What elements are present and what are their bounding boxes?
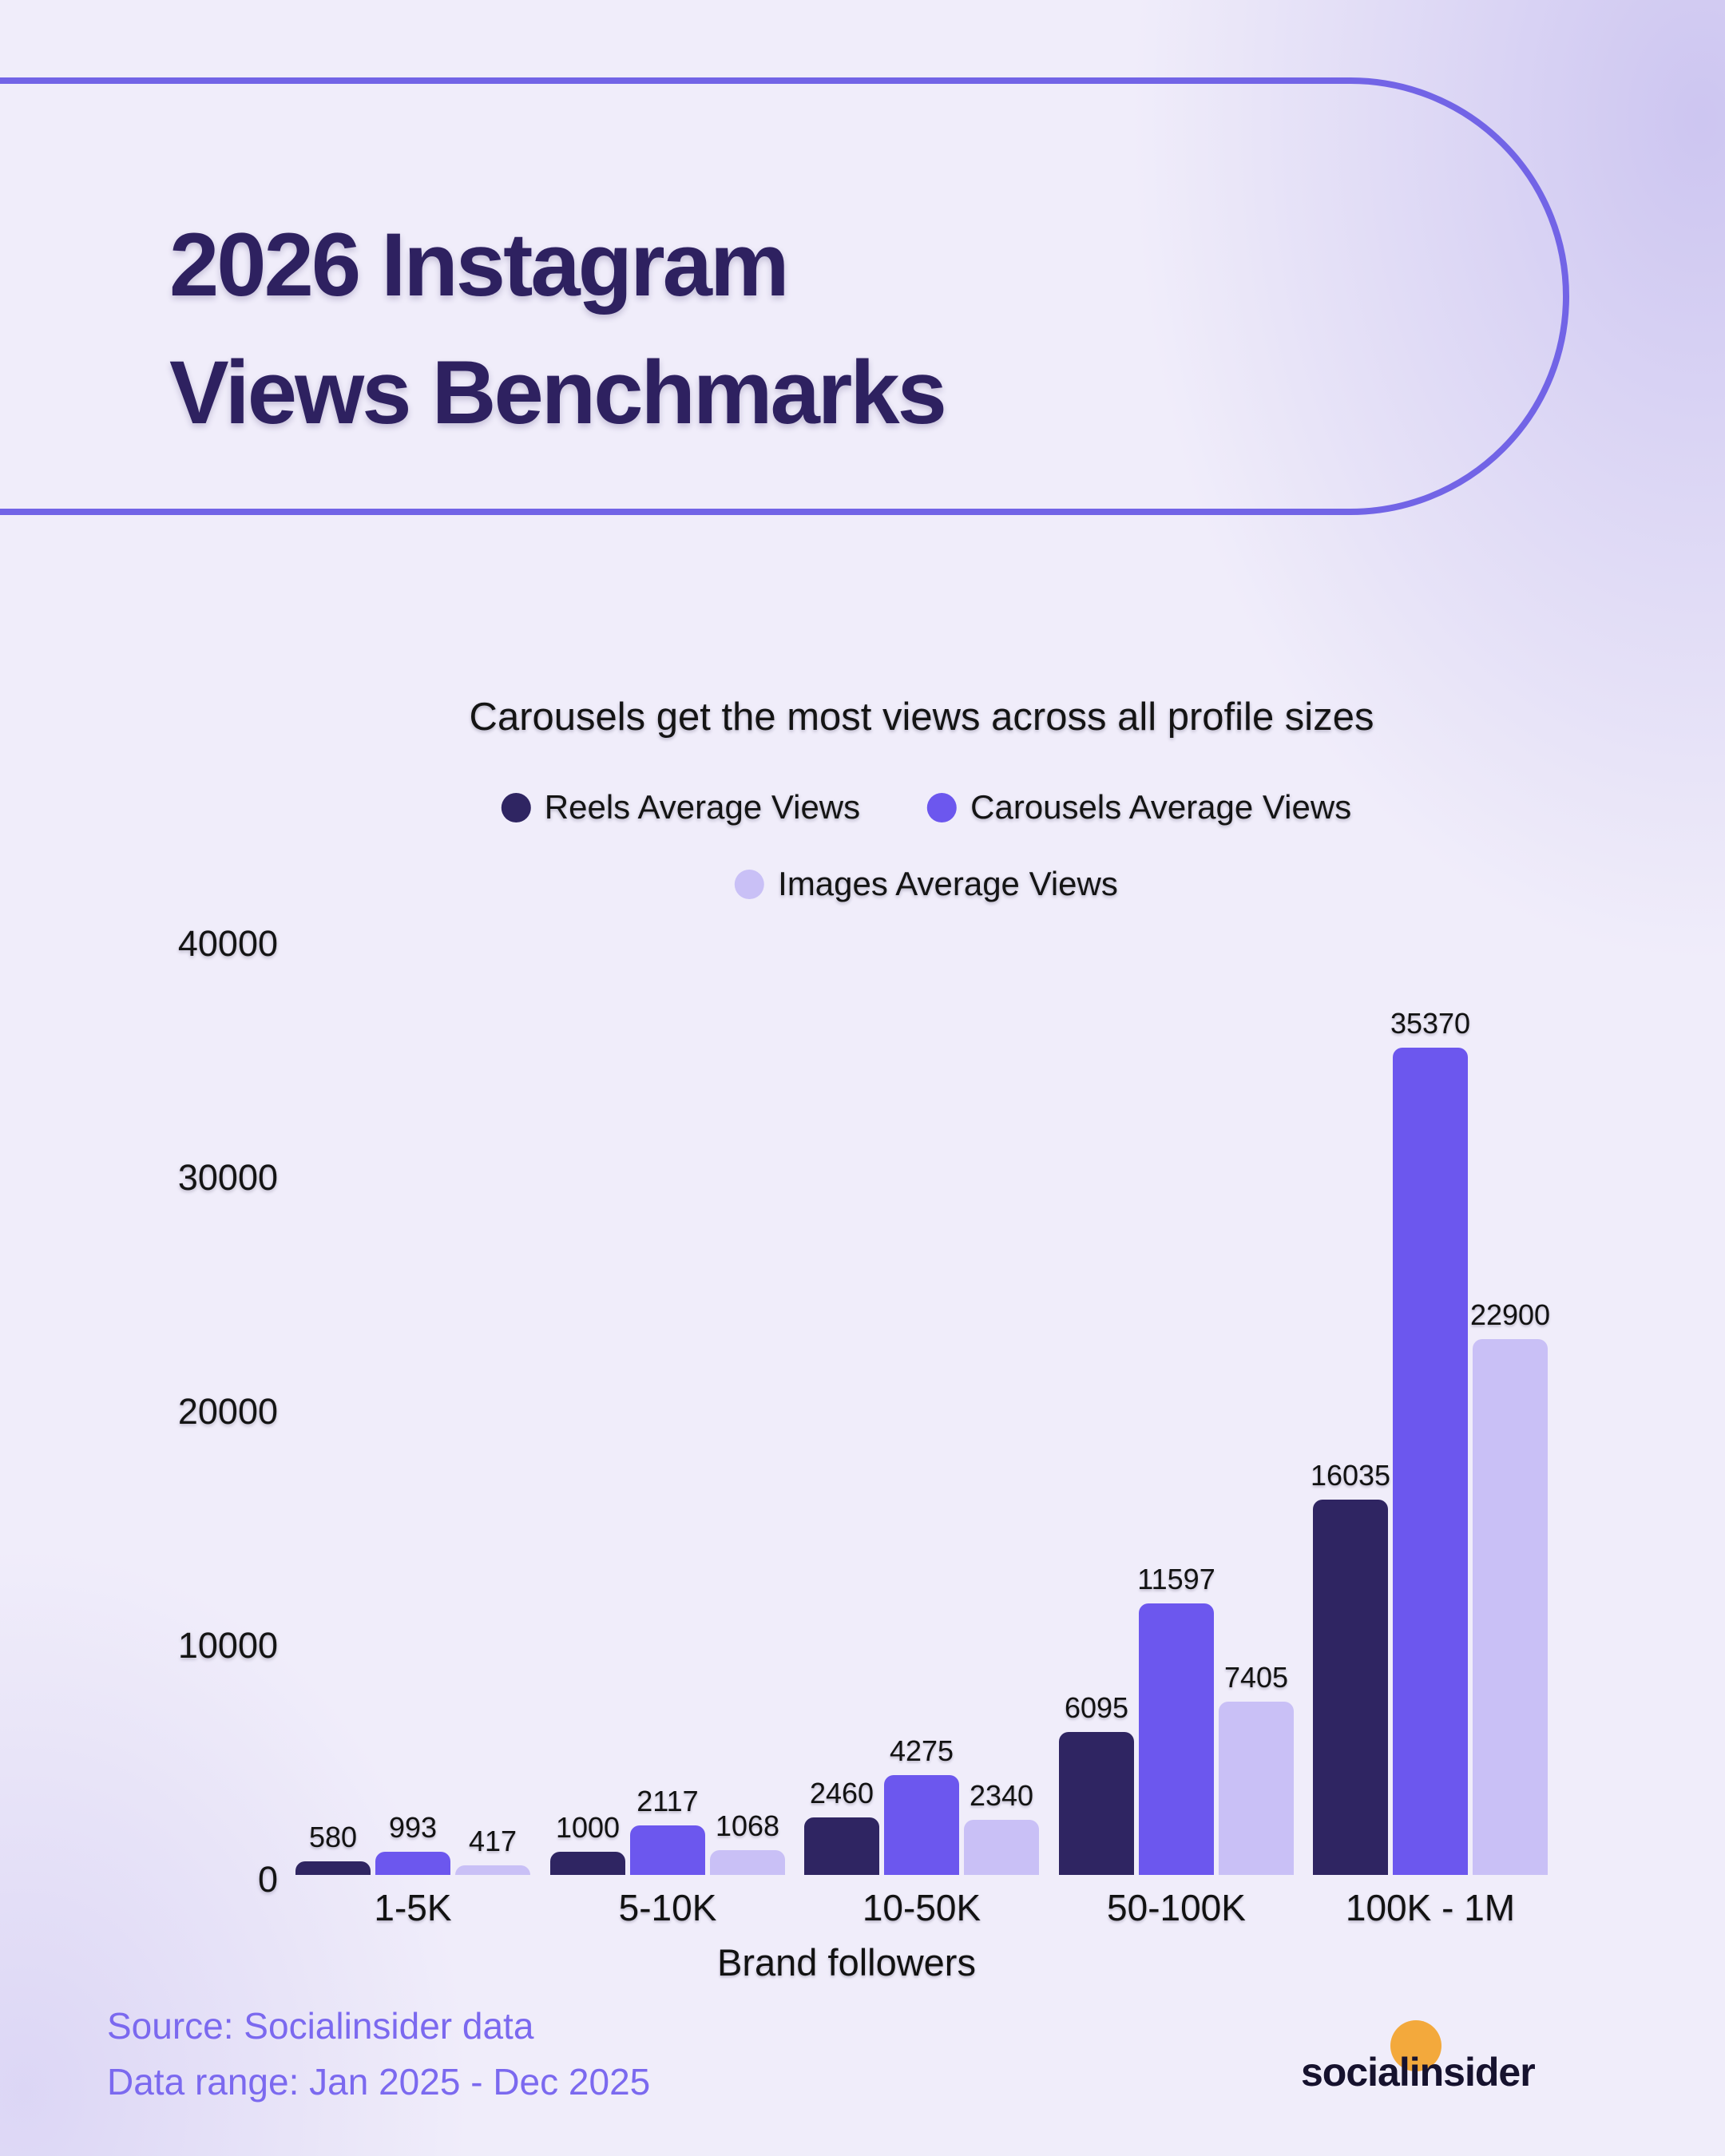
bar-value-label: 417 bbox=[468, 1825, 518, 1857]
bar-value-label: 7405 bbox=[1223, 1661, 1289, 1694]
bar-value-label: 4275 bbox=[889, 1734, 954, 1767]
bar-value-label: 22900 bbox=[1469, 1298, 1551, 1331]
legend-dot-icon bbox=[735, 869, 765, 899]
y-axis-tick-label: 30000 bbox=[177, 1157, 278, 1198]
x-axis-category-label: 10-50K bbox=[862, 1887, 981, 1928]
legend-dot-icon bbox=[927, 792, 958, 822]
bar bbox=[1219, 1702, 1294, 1875]
bar-value-label: 580 bbox=[308, 1821, 358, 1853]
page-title-line-1: 2026 Instagram bbox=[169, 215, 790, 315]
y-axis-tick-label: 0 bbox=[257, 1859, 278, 1900]
bar bbox=[884, 1775, 959, 1875]
source-line-1: Source: Socialinsider data bbox=[107, 2005, 534, 2047]
bar bbox=[1139, 1603, 1214, 1875]
legend-item: Images Average Views bbox=[735, 862, 1118, 906]
bar-value-label: 35370 bbox=[1390, 1007, 1471, 1040]
x-axis-category-label: 100K - 1M bbox=[1345, 1887, 1516, 1928]
bar-value-label: 2340 bbox=[969, 1779, 1034, 1812]
bar-value-label: 16035 bbox=[1310, 1459, 1391, 1492]
y-axis-tick-label: 40000 bbox=[177, 923, 278, 964]
header-outline bbox=[0, 77, 1569, 515]
x-axis-category-label: 50-100K bbox=[1107, 1887, 1246, 1928]
bar-value-label: 11597 bbox=[1137, 1563, 1215, 1595]
bar-value-label: 2117 bbox=[636, 1785, 699, 1817]
chart-title: Carousels get the most views across all … bbox=[469, 696, 1374, 739]
page-title-line-2: Views Benchmarks bbox=[169, 343, 947, 442]
bar bbox=[710, 1850, 785, 1875]
bar-value-label: 993 bbox=[388, 1811, 438, 1844]
bar bbox=[630, 1825, 705, 1875]
bar-value-label: 6095 bbox=[1064, 1691, 1129, 1724]
bar bbox=[1313, 1500, 1388, 1875]
logo-orange-dot-icon bbox=[1390, 2020, 1441, 2071]
x-axis-title: Brand followers bbox=[717, 1941, 976, 1984]
legend-row-1: Reels Average Views Carousels Average Vie… bbox=[501, 785, 1351, 830]
bar bbox=[295, 1861, 371, 1875]
source-note: Source: Socialinsider data Data range: J… bbox=[107, 1998, 650, 2110]
x-axis-category-label: 1-5K bbox=[374, 1887, 452, 1928]
bar bbox=[550, 1852, 625, 1875]
bar bbox=[1059, 1732, 1134, 1875]
bar-value-label: 1000 bbox=[555, 1811, 621, 1844]
bar bbox=[1393, 1048, 1468, 1875]
legend-label: Reels Average Views bbox=[544, 788, 861, 826]
legend-dot-icon bbox=[501, 792, 531, 822]
bar-value-label: 2460 bbox=[809, 1777, 874, 1809]
legend-item: Carousels Average Views bbox=[927, 785, 1351, 830]
legend-item: Reels Average Views bbox=[501, 785, 861, 830]
bar-value-label: 1068 bbox=[715, 1809, 780, 1842]
y-axis-tick-label: 20000 bbox=[177, 1391, 278, 1432]
page-title: 2026 Instagram Views Benchmarks bbox=[169, 201, 947, 457]
legend-row-2: Images Average Views bbox=[735, 862, 1118, 906]
logo-wordmark: socialinsider bbox=[1301, 2050, 1536, 2095]
legend-label: Images Average Views bbox=[778, 865, 1118, 902]
bar bbox=[804, 1817, 879, 1875]
bar bbox=[375, 1852, 450, 1875]
socialinsider-logo: socialinsider bbox=[1301, 2020, 1604, 2105]
x-axis-category-label: 5-10K bbox=[618, 1887, 717, 1928]
legend-label: Carousels Average Views bbox=[970, 788, 1352, 826]
bar bbox=[1473, 1339, 1548, 1875]
bar bbox=[964, 1820, 1039, 1875]
chart-legend: Reels Average Views Carousels Average Vie… bbox=[501, 785, 1351, 906]
y-axis-tick-label: 10000 bbox=[177, 1625, 278, 1666]
bar bbox=[455, 1865, 530, 1875]
source-line-2: Data range: Jan 2025 - Dec 2025 bbox=[107, 2061, 651, 2102]
